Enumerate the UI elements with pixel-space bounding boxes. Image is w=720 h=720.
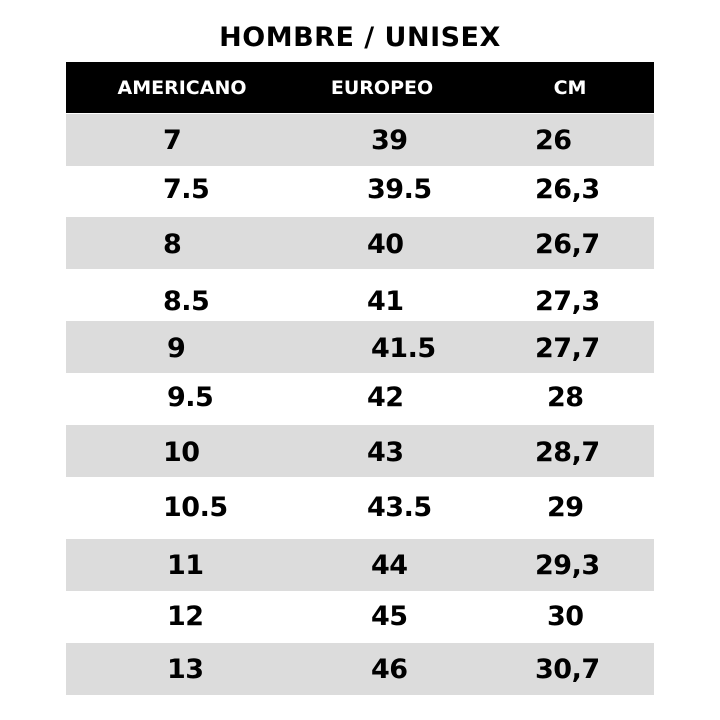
cell-cm: 27,3	[535, 286, 600, 317]
cell-us: 9	[167, 333, 186, 364]
cell-cm: 26,7	[535, 229, 600, 260]
cell-eu: 44	[371, 550, 408, 581]
cell-us: 9.5	[167, 382, 214, 413]
cell-us: 13	[167, 654, 204, 685]
cell-eu: 46	[371, 654, 408, 685]
cell-cm: 26,3	[535, 174, 600, 205]
cell-cm: 29	[547, 492, 584, 523]
cell-us: 7	[163, 125, 182, 156]
cell-eu: 41	[367, 286, 404, 317]
cell-eu: 41.5	[371, 333, 436, 364]
cell-eu: 39	[371, 125, 408, 156]
cell-eu: 42	[367, 382, 404, 413]
cell-eu: 43	[367, 437, 404, 468]
cell-us: 8	[163, 229, 182, 260]
cell-us: 10	[163, 437, 200, 468]
column-header-europeo: EUROPEO	[330, 77, 434, 99]
row-band	[66, 539, 654, 591]
row-band	[66, 643, 654, 695]
cell-us: 12	[167, 601, 204, 632]
cell-cm: 28,7	[535, 437, 600, 468]
cell-cm: 26	[535, 125, 572, 156]
column-header-cm: CM	[553, 77, 587, 99]
cell-eu: 40	[367, 229, 404, 260]
cell-eu: 45	[371, 601, 408, 632]
cell-us: 10.5	[163, 492, 228, 523]
cell-cm: 30,7	[535, 654, 600, 685]
row-band	[66, 425, 654, 477]
row-band	[66, 217, 654, 269]
row-band	[66, 114, 654, 166]
cell-us: 8.5	[163, 286, 210, 317]
cell-cm: 28	[547, 382, 584, 413]
cell-us: 7.5	[163, 174, 210, 205]
cell-eu: 39.5	[367, 174, 432, 205]
cell-cm: 27,7	[535, 333, 600, 364]
cell-us: 11	[167, 550, 204, 581]
cell-eu: 43.5	[367, 492, 432, 523]
page-title: HOMBRE / UNISEX	[219, 22, 501, 53]
table-header: AMERICANO EUROPEO CM	[66, 62, 654, 113]
column-header-americano: AMERICANO	[117, 77, 247, 99]
cell-cm: 30	[547, 601, 584, 632]
cell-cm: 29,3	[535, 550, 600, 581]
row-band	[66, 321, 654, 373]
